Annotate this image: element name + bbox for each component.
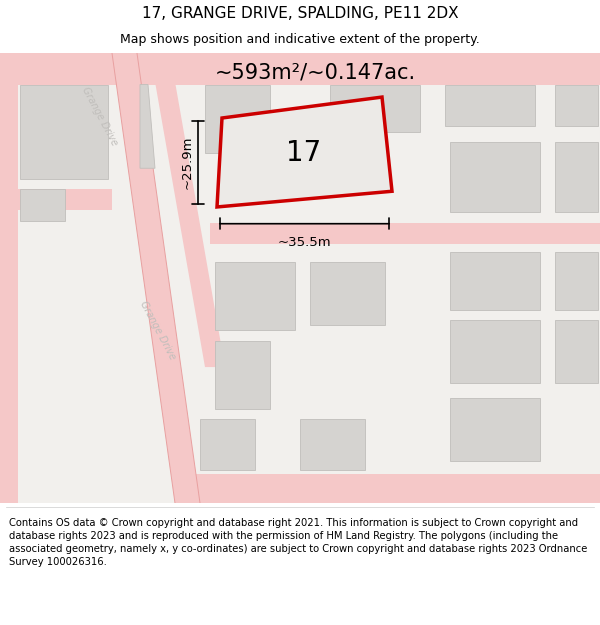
Polygon shape	[217, 97, 392, 207]
Polygon shape	[445, 84, 535, 126]
Text: Grange Drive: Grange Drive	[139, 299, 178, 361]
Polygon shape	[112, 53, 200, 503]
Polygon shape	[450, 320, 540, 382]
Polygon shape	[555, 142, 598, 212]
Polygon shape	[0, 53, 600, 503]
Polygon shape	[330, 84, 420, 132]
Text: Map shows position and indicative extent of the property.: Map shows position and indicative extent…	[120, 33, 480, 46]
Text: 17, GRANGE DRIVE, SPALDING, PE11 2DX: 17, GRANGE DRIVE, SPALDING, PE11 2DX	[142, 6, 458, 21]
Polygon shape	[0, 53, 18, 503]
Text: 17: 17	[286, 139, 321, 168]
Polygon shape	[310, 262, 385, 325]
Polygon shape	[175, 474, 600, 503]
Polygon shape	[210, 222, 600, 244]
Polygon shape	[555, 252, 598, 309]
Polygon shape	[20, 84, 108, 179]
Polygon shape	[205, 84, 270, 152]
Polygon shape	[20, 189, 65, 221]
Polygon shape	[215, 341, 270, 409]
Text: Grange Drive: Grange Drive	[80, 85, 119, 147]
Text: ~35.5m: ~35.5m	[278, 236, 331, 249]
Polygon shape	[300, 419, 365, 469]
Text: ~593m²/~0.147ac.: ~593m²/~0.147ac.	[215, 62, 416, 82]
Text: Contains OS data © Crown copyright and database right 2021. This information is : Contains OS data © Crown copyright and d…	[9, 518, 587, 568]
Polygon shape	[215, 262, 295, 331]
Polygon shape	[555, 84, 598, 126]
Polygon shape	[450, 252, 540, 309]
Polygon shape	[450, 142, 540, 212]
Polygon shape	[18, 53, 600, 84]
Polygon shape	[18, 189, 112, 210]
Polygon shape	[140, 84, 155, 168]
Text: ~25.9m: ~25.9m	[181, 136, 194, 189]
Polygon shape	[200, 419, 255, 469]
Polygon shape	[450, 399, 540, 461]
Polygon shape	[555, 320, 598, 382]
Polygon shape	[150, 53, 225, 367]
